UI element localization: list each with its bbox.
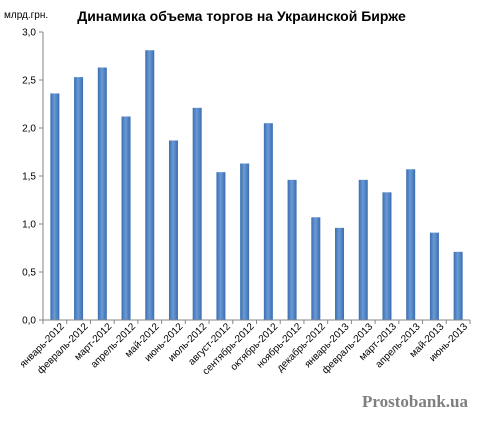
y-tick-label: 2,0 [22,124,36,135]
bar-март-2012 [97,67,107,321]
y-unit-label: млрд.грн. [4,10,49,21]
y-tick-label: 1,5 [22,172,36,183]
chart-title: Динамика объема торгов на Украинской Бир… [77,8,406,24]
bar-январь-2013 [335,227,345,320]
bar-август-2012 [216,172,226,320]
y-tick-label: 2,5 [22,76,36,87]
bar-ноябрь-2012 [287,179,297,320]
bar-апрель-2012 [121,116,131,320]
bar-май-2013 [429,232,439,320]
bar-декабрь-2012 [311,217,321,320]
y-tick-label: 0,0 [22,316,36,327]
bar-январь-2012 [50,93,60,320]
bar-сентябрь-2012 [240,163,250,320]
bar-октябрь-2012 [263,123,273,320]
bar-февраль-2012 [74,77,84,321]
y-tick-label: 0,5 [22,268,36,279]
bar-июль-2012 [192,107,202,320]
bar-май-2012 [145,50,155,321]
y-axis: 0,0 0,5 1,0 1,5 2,0 2,5 3,0 [22,28,44,327]
y-tick-label: 3,0 [22,28,36,39]
y-tick-label: 1,0 [22,220,36,231]
bars [50,50,463,321]
bar-июнь-2012 [168,140,178,320]
x-axis: январь-2012февраль-2012март-2012апрель-2… [18,319,471,377]
bar-март-2013 [382,192,392,320]
watermark: Prostobank.ua [362,392,468,411]
bar-апрель-2013 [406,169,416,320]
bar-февраль-2013 [358,179,368,320]
bar-июнь-2013 [453,251,463,320]
